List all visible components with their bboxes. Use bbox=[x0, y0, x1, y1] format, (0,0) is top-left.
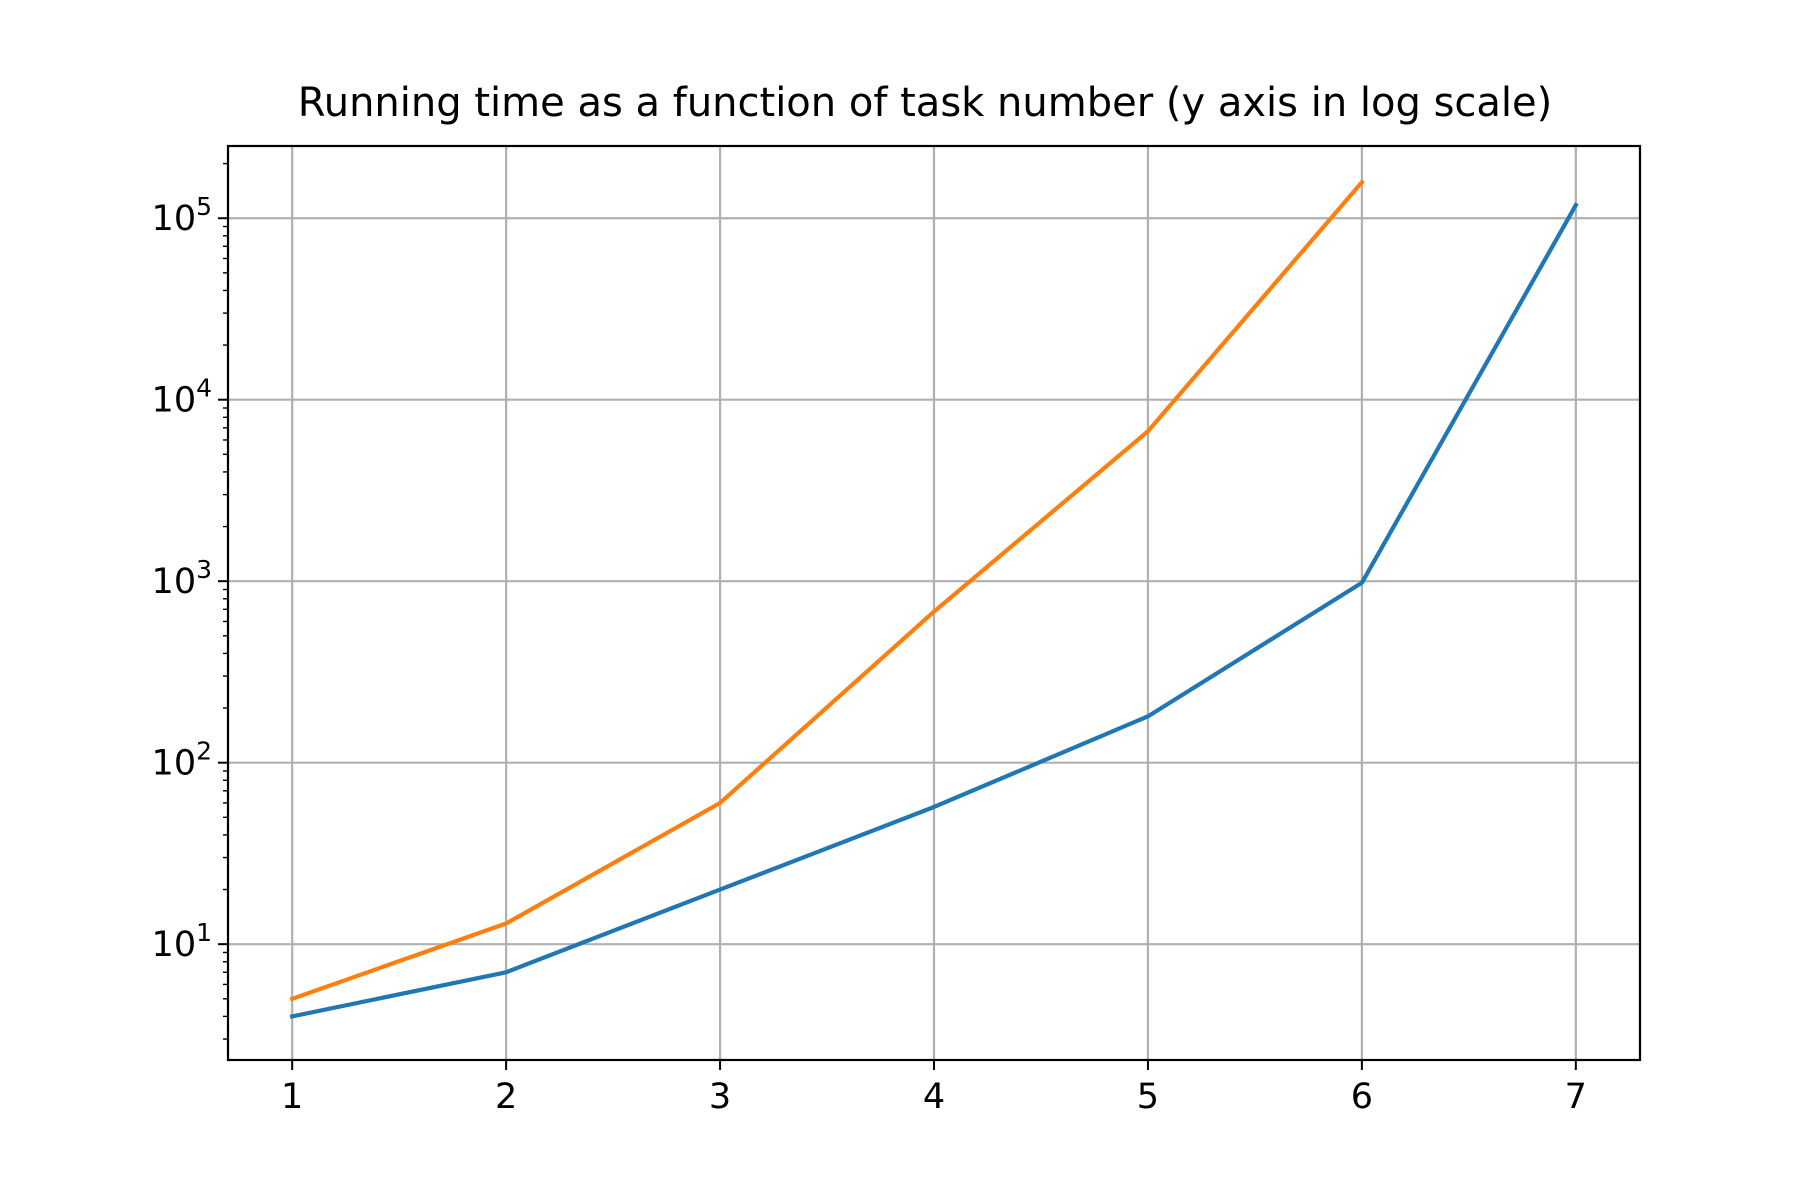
x-tick-label: 6 bbox=[1351, 1077, 1373, 1117]
chart-title: Running time as a function of task numbe… bbox=[298, 80, 1553, 126]
y-tick-label: 102 bbox=[152, 737, 212, 784]
y-tick-label: 104 bbox=[152, 374, 212, 421]
y-tick-label: 103 bbox=[152, 555, 212, 602]
x-tick-label: 2 bbox=[495, 1077, 517, 1117]
series-lines bbox=[289, 179, 1579, 1019]
grid-lines bbox=[228, 146, 1640, 1060]
y-tick-label: 105 bbox=[152, 192, 212, 239]
series-line-2 bbox=[289, 179, 1365, 1002]
x-tick-label: 5 bbox=[1137, 1077, 1159, 1117]
x-tick-label: 3 bbox=[709, 1077, 731, 1117]
series-line-1 bbox=[289, 202, 1579, 1019]
x-tick-label: 1 bbox=[281, 1077, 303, 1117]
y-tick-label: 101 bbox=[152, 918, 212, 965]
axes: 1 2 3 4 5 6 7 101 102 103 104 105 bbox=[152, 162, 1587, 1117]
plot-frame bbox=[226, 144, 1642, 1062]
x-tick-label: 4 bbox=[923, 1077, 945, 1117]
x-tick-label: 7 bbox=[1565, 1077, 1587, 1117]
